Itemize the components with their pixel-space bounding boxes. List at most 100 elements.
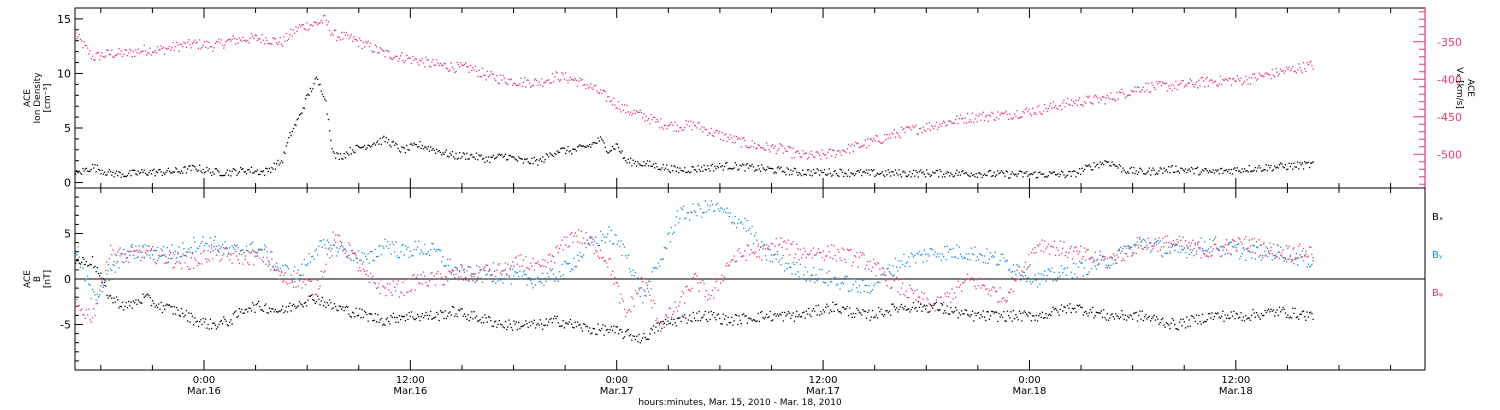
by-series-point <box>479 269 481 271</box>
bx-series-point <box>634 339 637 341</box>
vx-series-point <box>1032 107 1034 109</box>
bz-series-point <box>819 252 821 254</box>
bx-series-point <box>339 305 342 308</box>
by-series-point <box>296 278 298 280</box>
vx-series-point <box>903 128 905 130</box>
vx-series-point <box>379 47 381 49</box>
by-series-point <box>852 284 854 286</box>
vx-series-point <box>414 58 416 60</box>
by-series-point <box>1269 253 1271 255</box>
bz-series-point <box>256 255 259 257</box>
by-series-point <box>244 255 246 257</box>
bz-series-point <box>916 289 918 291</box>
bx-series-point <box>579 323 581 326</box>
bz-series-point <box>111 254 113 256</box>
bz-series-point <box>1293 247 1295 249</box>
vx-series-point <box>329 29 331 32</box>
vx-series-point <box>788 146 791 148</box>
y-tick-label: 5 <box>64 228 71 241</box>
vx-series-point <box>273 37 275 40</box>
bz-series-point <box>1130 255 1133 257</box>
density-series-point <box>137 170 139 172</box>
density-series-point <box>675 170 677 172</box>
vx-series-point <box>792 147 794 149</box>
vx-series-point <box>1222 78 1224 81</box>
bz-series-point <box>291 281 293 283</box>
bx-series-point <box>696 312 698 314</box>
bz-series-point <box>762 248 764 250</box>
bx-series-point <box>195 321 197 323</box>
by-series-point <box>302 274 304 276</box>
bz-series-point <box>229 259 231 261</box>
density-series-point <box>179 172 181 174</box>
density-series-point <box>538 159 540 161</box>
density-series-point <box>285 145 287 147</box>
bx-series-point <box>335 305 337 308</box>
density-series-point <box>754 170 756 172</box>
vx-series-point <box>106 49 108 51</box>
bz-series-point <box>1301 256 1303 258</box>
by-series-point <box>200 242 202 245</box>
vx-series-point <box>827 151 829 153</box>
vx-series-point <box>674 121 676 124</box>
vx-series-point <box>985 116 987 118</box>
bx-series-point <box>207 323 209 326</box>
by-series-point <box>1082 275 1084 277</box>
bz-series-point <box>569 233 572 235</box>
vx-series-point <box>164 53 166 55</box>
bx-series-point <box>539 319 541 321</box>
by-series-point <box>923 249 925 251</box>
bz-series-point <box>526 267 528 269</box>
bz-series-point <box>988 290 990 292</box>
bz-series-point <box>1088 258 1090 260</box>
vx-series-point <box>471 69 473 71</box>
bx-series-point <box>557 322 559 324</box>
bz-series-point <box>740 256 742 258</box>
bz-series-point <box>986 288 988 290</box>
by-series-point <box>544 277 546 279</box>
density-series-point <box>292 127 295 130</box>
bx-series-point <box>395 321 397 323</box>
by-series-point <box>1225 239 1228 241</box>
by-series-point <box>262 256 265 258</box>
vx-series-point <box>546 79 549 81</box>
bz-series-point <box>764 248 767 250</box>
bx-series-point <box>933 304 935 306</box>
bx-series-point <box>800 315 803 318</box>
by-series-point <box>586 239 588 241</box>
density-series-point <box>1041 173 1043 175</box>
vx-series-point <box>633 109 635 112</box>
density-series-point <box>514 158 516 160</box>
by-series-point <box>785 262 787 264</box>
by-series-point <box>1177 251 1179 253</box>
bx-series-point <box>803 311 805 313</box>
bz-series-point <box>150 249 153 251</box>
bx-series-point <box>521 325 523 327</box>
by-series-point <box>914 254 916 256</box>
vx-series-point <box>963 122 965 124</box>
vx-series-point <box>1077 99 1080 101</box>
density-series-point <box>295 124 297 127</box>
by-series-point <box>1289 255 1291 258</box>
density-series-point <box>877 173 880 175</box>
bx-series-point <box>261 309 263 311</box>
bx-series-point <box>499 323 502 325</box>
bz-series-point <box>862 252 864 254</box>
by-series-point <box>1097 264 1099 266</box>
bx-series-point <box>971 310 974 312</box>
bx-series-point <box>608 331 610 334</box>
bz-series-point <box>280 272 283 274</box>
bx-series-point <box>976 312 978 314</box>
density-series-point <box>306 94 308 96</box>
bz-series-point <box>384 287 386 289</box>
vx-series-point <box>150 54 153 56</box>
bz-series-point <box>603 260 605 262</box>
density-series-point <box>445 149 448 151</box>
vx-series-point <box>1029 113 1031 115</box>
by-series-point <box>522 271 525 273</box>
density-series-point <box>981 176 983 179</box>
bx-series-point <box>843 306 845 309</box>
density-series-point <box>522 162 525 164</box>
bz-series-point <box>843 249 845 251</box>
vx-series-point <box>403 62 405 64</box>
